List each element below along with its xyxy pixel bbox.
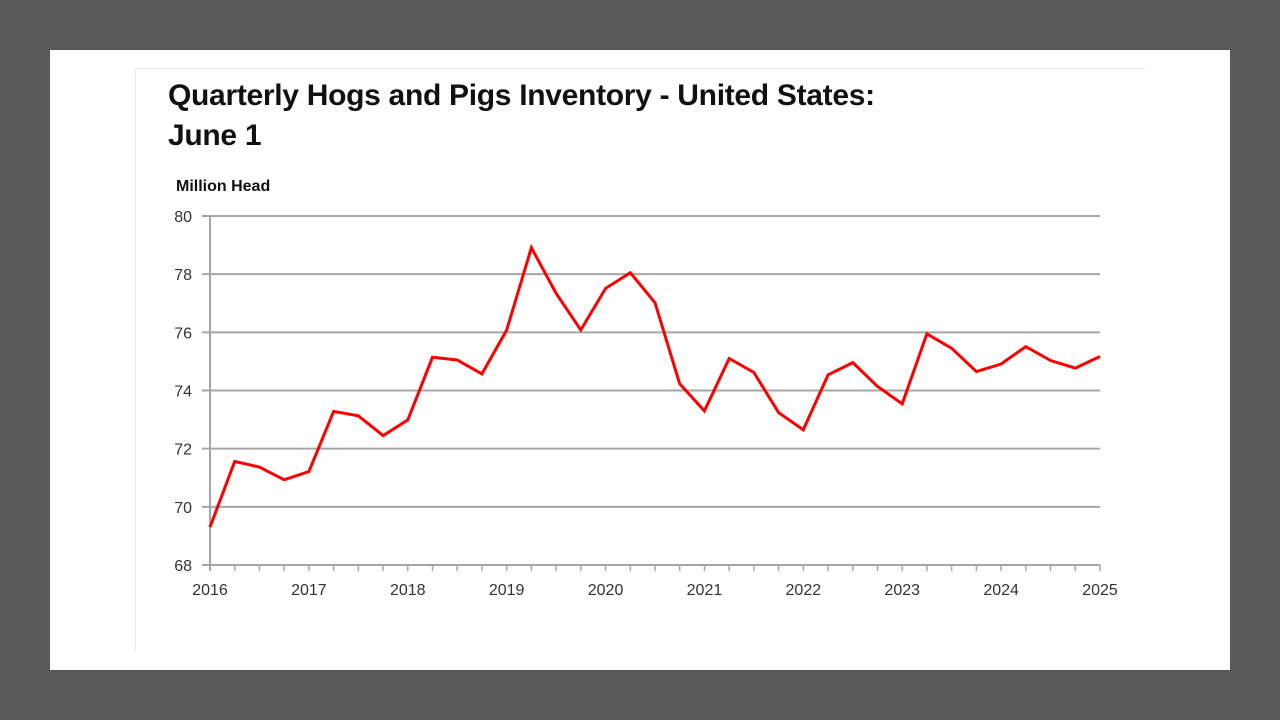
x-tick-label: 2024	[983, 582, 1019, 599]
y-tick-label: 80	[174, 209, 192, 226]
y-tick-label: 68	[174, 558, 192, 575]
x-tick-label: 2019	[489, 582, 525, 599]
x-tick-label: 2017	[291, 582, 327, 599]
x-tick-label: 2025	[1082, 582, 1118, 599]
frame-border-top	[135, 68, 1145, 69]
y-axis-label: Million Head	[176, 178, 271, 195]
x-tick-label: 2021	[687, 582, 723, 599]
y-tick-label: 72	[174, 442, 192, 459]
chart-card	[50, 50, 1230, 670]
y-tick-label: 74	[174, 384, 192, 401]
chart-title-line-1: Quarterly Hogs and Pigs Inventory - Unit…	[168, 79, 875, 112]
y-tick-label: 78	[174, 267, 192, 284]
chart-title-line-2: June 1	[168, 119, 262, 152]
x-tick-label: 2016	[192, 582, 228, 599]
x-tick-label: 2022	[786, 582, 822, 599]
chart-title: Quarterly Hogs and Pigs Inventory - Unit…	[168, 76, 875, 156]
y-tick-label: 76	[174, 325, 192, 342]
x-tick-label: 2018	[390, 582, 426, 599]
x-tick-label: 2020	[588, 582, 624, 599]
frame-border-left	[135, 68, 136, 652]
y-tick-label: 70	[174, 500, 192, 517]
x-tick-label: 2023	[884, 582, 920, 599]
series-line	[208, 243, 1101, 528]
